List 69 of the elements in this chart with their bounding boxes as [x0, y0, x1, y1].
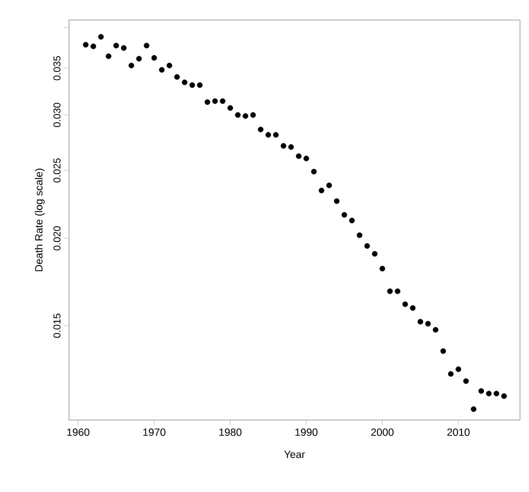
point [402, 301, 408, 308]
x-tick-label: 1980 [219, 428, 242, 436]
point [151, 55, 157, 61]
point [425, 320, 431, 326]
x-tick-label: 2010 [447, 428, 470, 436]
point [304, 156, 310, 162]
point [197, 82, 203, 88]
point [311, 168, 317, 174]
point [220, 98, 226, 104]
point [235, 112, 241, 118]
point [82, 42, 89, 48]
point [128, 62, 134, 68]
y-tick-label: 0.035 [53, 56, 60, 80]
point [494, 390, 500, 396]
point [380, 266, 386, 272]
point [182, 80, 188, 86]
point [432, 327, 438, 333]
point [342, 212, 348, 218]
x-axis-title: Year [284, 450, 305, 458]
point [372, 251, 378, 257]
point [166, 62, 172, 68]
point [106, 53, 112, 60]
point [394, 288, 400, 294]
x-tick-label: 1990 [295, 428, 318, 436]
point [486, 390, 492, 396]
point [136, 56, 142, 62]
point [463, 378, 469, 384]
point [470, 406, 476, 412]
y-tick-label: 0.020 [53, 226, 60, 250]
y-tick-label: 0.030 [53, 102, 60, 128]
y-tick-label: 0.015 [53, 314, 60, 338]
point [356, 232, 362, 238]
point [273, 132, 279, 138]
y-axis-title: Death Rate (log scale) [34, 168, 45, 272]
point [258, 126, 264, 132]
point [418, 318, 424, 324]
y-tick-label: 0.025 [53, 158, 60, 182]
point [144, 42, 150, 48]
point [250, 112, 256, 118]
point [227, 105, 234, 111]
point [478, 388, 484, 394]
point [113, 42, 119, 48]
point [242, 113, 248, 119]
point [98, 34, 104, 40]
point [440, 348, 446, 354]
x-tick-label: 2000 [371, 428, 394, 436]
point [158, 67, 165, 73]
point [280, 143, 286, 149]
point [296, 153, 302, 159]
point [410, 305, 416, 311]
x-tick-label: 1970 [143, 428, 166, 436]
point [334, 198, 340, 204]
point [288, 144, 294, 150]
point [326, 182, 332, 188]
point [387, 288, 393, 294]
point [501, 393, 507, 399]
point [90, 44, 96, 50]
point [448, 371, 454, 377]
point [204, 99, 210, 105]
point [265, 132, 272, 138]
point [212, 98, 218, 104]
x-tick-label: 1960 [67, 428, 90, 436]
point [120, 45, 127, 51]
point [174, 74, 180, 80]
point [349, 218, 355, 224]
point [456, 366, 462, 372]
point [318, 188, 324, 194]
point [189, 82, 196, 88]
point [364, 243, 370, 249]
